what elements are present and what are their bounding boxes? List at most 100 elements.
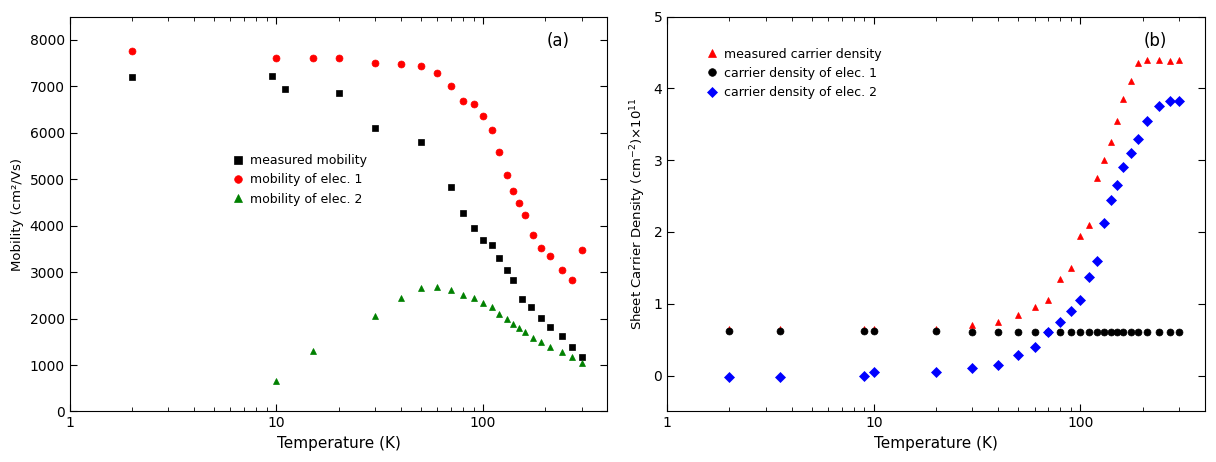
mobility of elec. 2	[484, 304, 499, 310]
measured carrier density	[929, 326, 944, 332]
carrier density of elec. 1	[1041, 330, 1055, 335]
Text: (a): (a)	[547, 32, 570, 50]
mobility of elec. 1	[475, 114, 490, 119]
Line: measured carrier density: measured carrier density	[726, 56, 1182, 332]
carrier density of elec. 1	[1152, 330, 1166, 335]
mobility of elec. 1	[534, 245, 548, 251]
carrier density of elec. 2	[1131, 136, 1145, 141]
measured carrier density	[1162, 58, 1177, 64]
mobility of elec. 2	[554, 350, 569, 355]
carrier density of elec. 2	[1090, 258, 1104, 263]
carrier density of elec. 2	[1053, 319, 1068, 324]
carrier density of elec. 1	[1172, 330, 1187, 335]
mobility of elec. 1	[429, 71, 444, 76]
measured mobility	[277, 86, 292, 91]
Legend: measured mobility, mobility of elec. 1, mobility of elec. 2: measured mobility, mobility of elec. 1, …	[226, 149, 372, 211]
measured carrier density	[1103, 140, 1118, 145]
carrier density of elec. 1	[1162, 330, 1177, 335]
measured mobility	[492, 255, 507, 261]
mobility of elec. 1	[542, 253, 557, 259]
mobility of elec. 1	[492, 150, 507, 155]
measured carrier density	[1010, 312, 1025, 317]
mobility of elec. 2	[492, 311, 507, 316]
carrier density of elec. 1	[966, 330, 980, 335]
mobility of elec. 1	[331, 55, 345, 61]
carrier density of elec. 1	[1103, 330, 1118, 335]
measured mobility	[367, 125, 382, 131]
measured mobility	[124, 74, 139, 80]
measured mobility	[466, 225, 480, 231]
carrier density of elec. 2	[1162, 98, 1177, 104]
carrier density of elec. 1	[929, 328, 944, 334]
measured carrier density	[1109, 118, 1124, 123]
carrier density of elec. 1	[1131, 330, 1145, 335]
mobility of elec. 1	[484, 128, 499, 133]
measured carrier density	[722, 326, 737, 332]
measured mobility	[484, 243, 499, 248]
mobility of elec. 2	[456, 292, 471, 298]
measured mobility	[565, 345, 580, 350]
mobility of elec. 2	[565, 354, 580, 360]
carrier density of elec. 2	[772, 374, 787, 380]
mobility of elec. 2	[534, 340, 548, 345]
carrier density of elec. 2	[1139, 118, 1154, 123]
carrier density of elec. 1	[867, 328, 882, 334]
mobility of elec. 1	[554, 267, 569, 273]
measured mobility	[523, 304, 537, 310]
measured carrier density	[1172, 57, 1187, 62]
measured carrier density	[1097, 158, 1111, 163]
mobility of elec. 1	[305, 55, 320, 61]
carrier density of elec. 2	[867, 369, 882, 375]
mobility of elec. 2	[394, 295, 409, 301]
mobility of elec. 1	[512, 201, 527, 206]
measured carrier density	[1041, 298, 1055, 303]
carrier density of elec. 2	[1109, 182, 1124, 188]
measured mobility	[475, 237, 490, 243]
mobility of elec. 2	[305, 348, 320, 354]
Legend: measured carrier density, carrier density of elec. 1, carrier density of elec. 2: measured carrier density, carrier densit…	[700, 43, 886, 104]
measured carrier density	[857, 326, 872, 332]
carrier density of elec. 1	[1064, 330, 1079, 335]
carrier density of elec. 1	[1028, 330, 1042, 335]
measured mobility	[506, 278, 520, 283]
measured mobility	[444, 184, 458, 190]
measured carrier density	[1131, 61, 1145, 66]
Line: mobility of elec. 1: mobility of elec. 1	[129, 48, 585, 284]
measured carrier density	[772, 326, 787, 332]
carrier density of elec. 1	[1115, 330, 1130, 335]
carrier density of elec. 2	[991, 362, 1006, 368]
carrier density of elec. 2	[1082, 274, 1097, 279]
carrier density of elec. 2	[966, 365, 980, 371]
mobility of elec. 2	[518, 330, 533, 335]
mobility of elec. 1	[394, 61, 409, 67]
measured carrier density	[1090, 176, 1104, 181]
measured mobility	[516, 296, 530, 301]
measured carrier density	[1124, 79, 1138, 84]
mobility of elec. 1	[525, 232, 540, 238]
carrier density of elec. 2	[1172, 98, 1187, 104]
Line: carrier density of elec. 2: carrier density of elec. 2	[726, 98, 1182, 381]
mobility of elec. 2	[574, 360, 589, 365]
mobility of elec. 2	[542, 345, 557, 350]
carrier density of elec. 2	[1074, 298, 1088, 303]
Line: mobility of elec. 2: mobility of elec. 2	[272, 284, 585, 385]
carrier density of elec. 1	[1139, 330, 1154, 335]
carrier density of elec. 1	[1124, 330, 1138, 335]
carrier density of elec. 1	[772, 328, 787, 334]
carrier density of elec. 2	[1028, 344, 1042, 350]
X-axis label: Temperature (K): Temperature (K)	[874, 436, 998, 451]
measured mobility	[500, 267, 514, 273]
measured carrier density	[1152, 57, 1166, 62]
mobility of elec. 2	[413, 286, 428, 291]
measured mobility	[574, 354, 589, 359]
carrier density of elec. 2	[929, 369, 944, 375]
mobility of elec. 1	[565, 278, 580, 283]
mobility of elec. 1	[506, 188, 520, 194]
mobility of elec. 2	[429, 285, 444, 290]
measured mobility	[554, 334, 569, 339]
mobility of elec. 2	[500, 316, 514, 322]
mobility of elec. 1	[269, 55, 283, 61]
carrier density of elec. 1	[1010, 330, 1025, 335]
measured carrier density	[1074, 233, 1088, 238]
carrier density of elec. 1	[1090, 330, 1104, 335]
